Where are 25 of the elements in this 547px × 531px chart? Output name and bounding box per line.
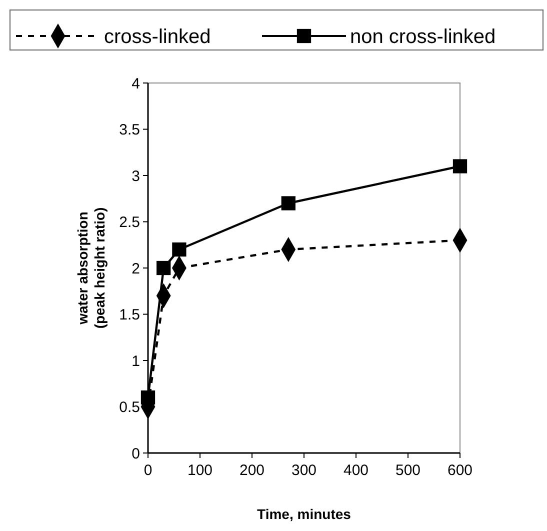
point	[172, 242, 186, 257]
y-tick-label: 2.5	[119, 214, 140, 231]
y-axis-title: water absorption (peak height ratio)	[74, 207, 108, 329]
legend-label: non cross-linked	[350, 26, 496, 48]
y-tick-label: 0	[132, 445, 140, 462]
y-tick-label: 2	[132, 260, 140, 278]
x-tick-label: 400	[343, 462, 369, 479]
y-tick-label: 1	[132, 352, 140, 370]
point	[156, 260, 171, 276]
x-tick-label: 300	[291, 462, 317, 479]
point	[281, 196, 296, 210]
legend-label: cross-linked	[104, 26, 211, 48]
point	[140, 390, 156, 405]
x-tick-label: 0	[144, 462, 152, 479]
x-tick-label: 600	[447, 462, 473, 479]
x-tick-label: 200	[239, 462, 265, 479]
y-tick-label: 4	[132, 75, 140, 92]
x-axis-title: Time, minutes	[257, 506, 352, 522]
x-tick-label: 500	[395, 462, 421, 479]
point	[452, 159, 468, 174]
x-tick-label: 100	[187, 462, 213, 479]
y-tick-label: 0.5	[119, 399, 140, 416]
y-tick-label: 3	[132, 168, 140, 185]
y-tick-label: 1.5	[119, 306, 140, 324]
y-tick-label: 3.5	[119, 122, 140, 138]
